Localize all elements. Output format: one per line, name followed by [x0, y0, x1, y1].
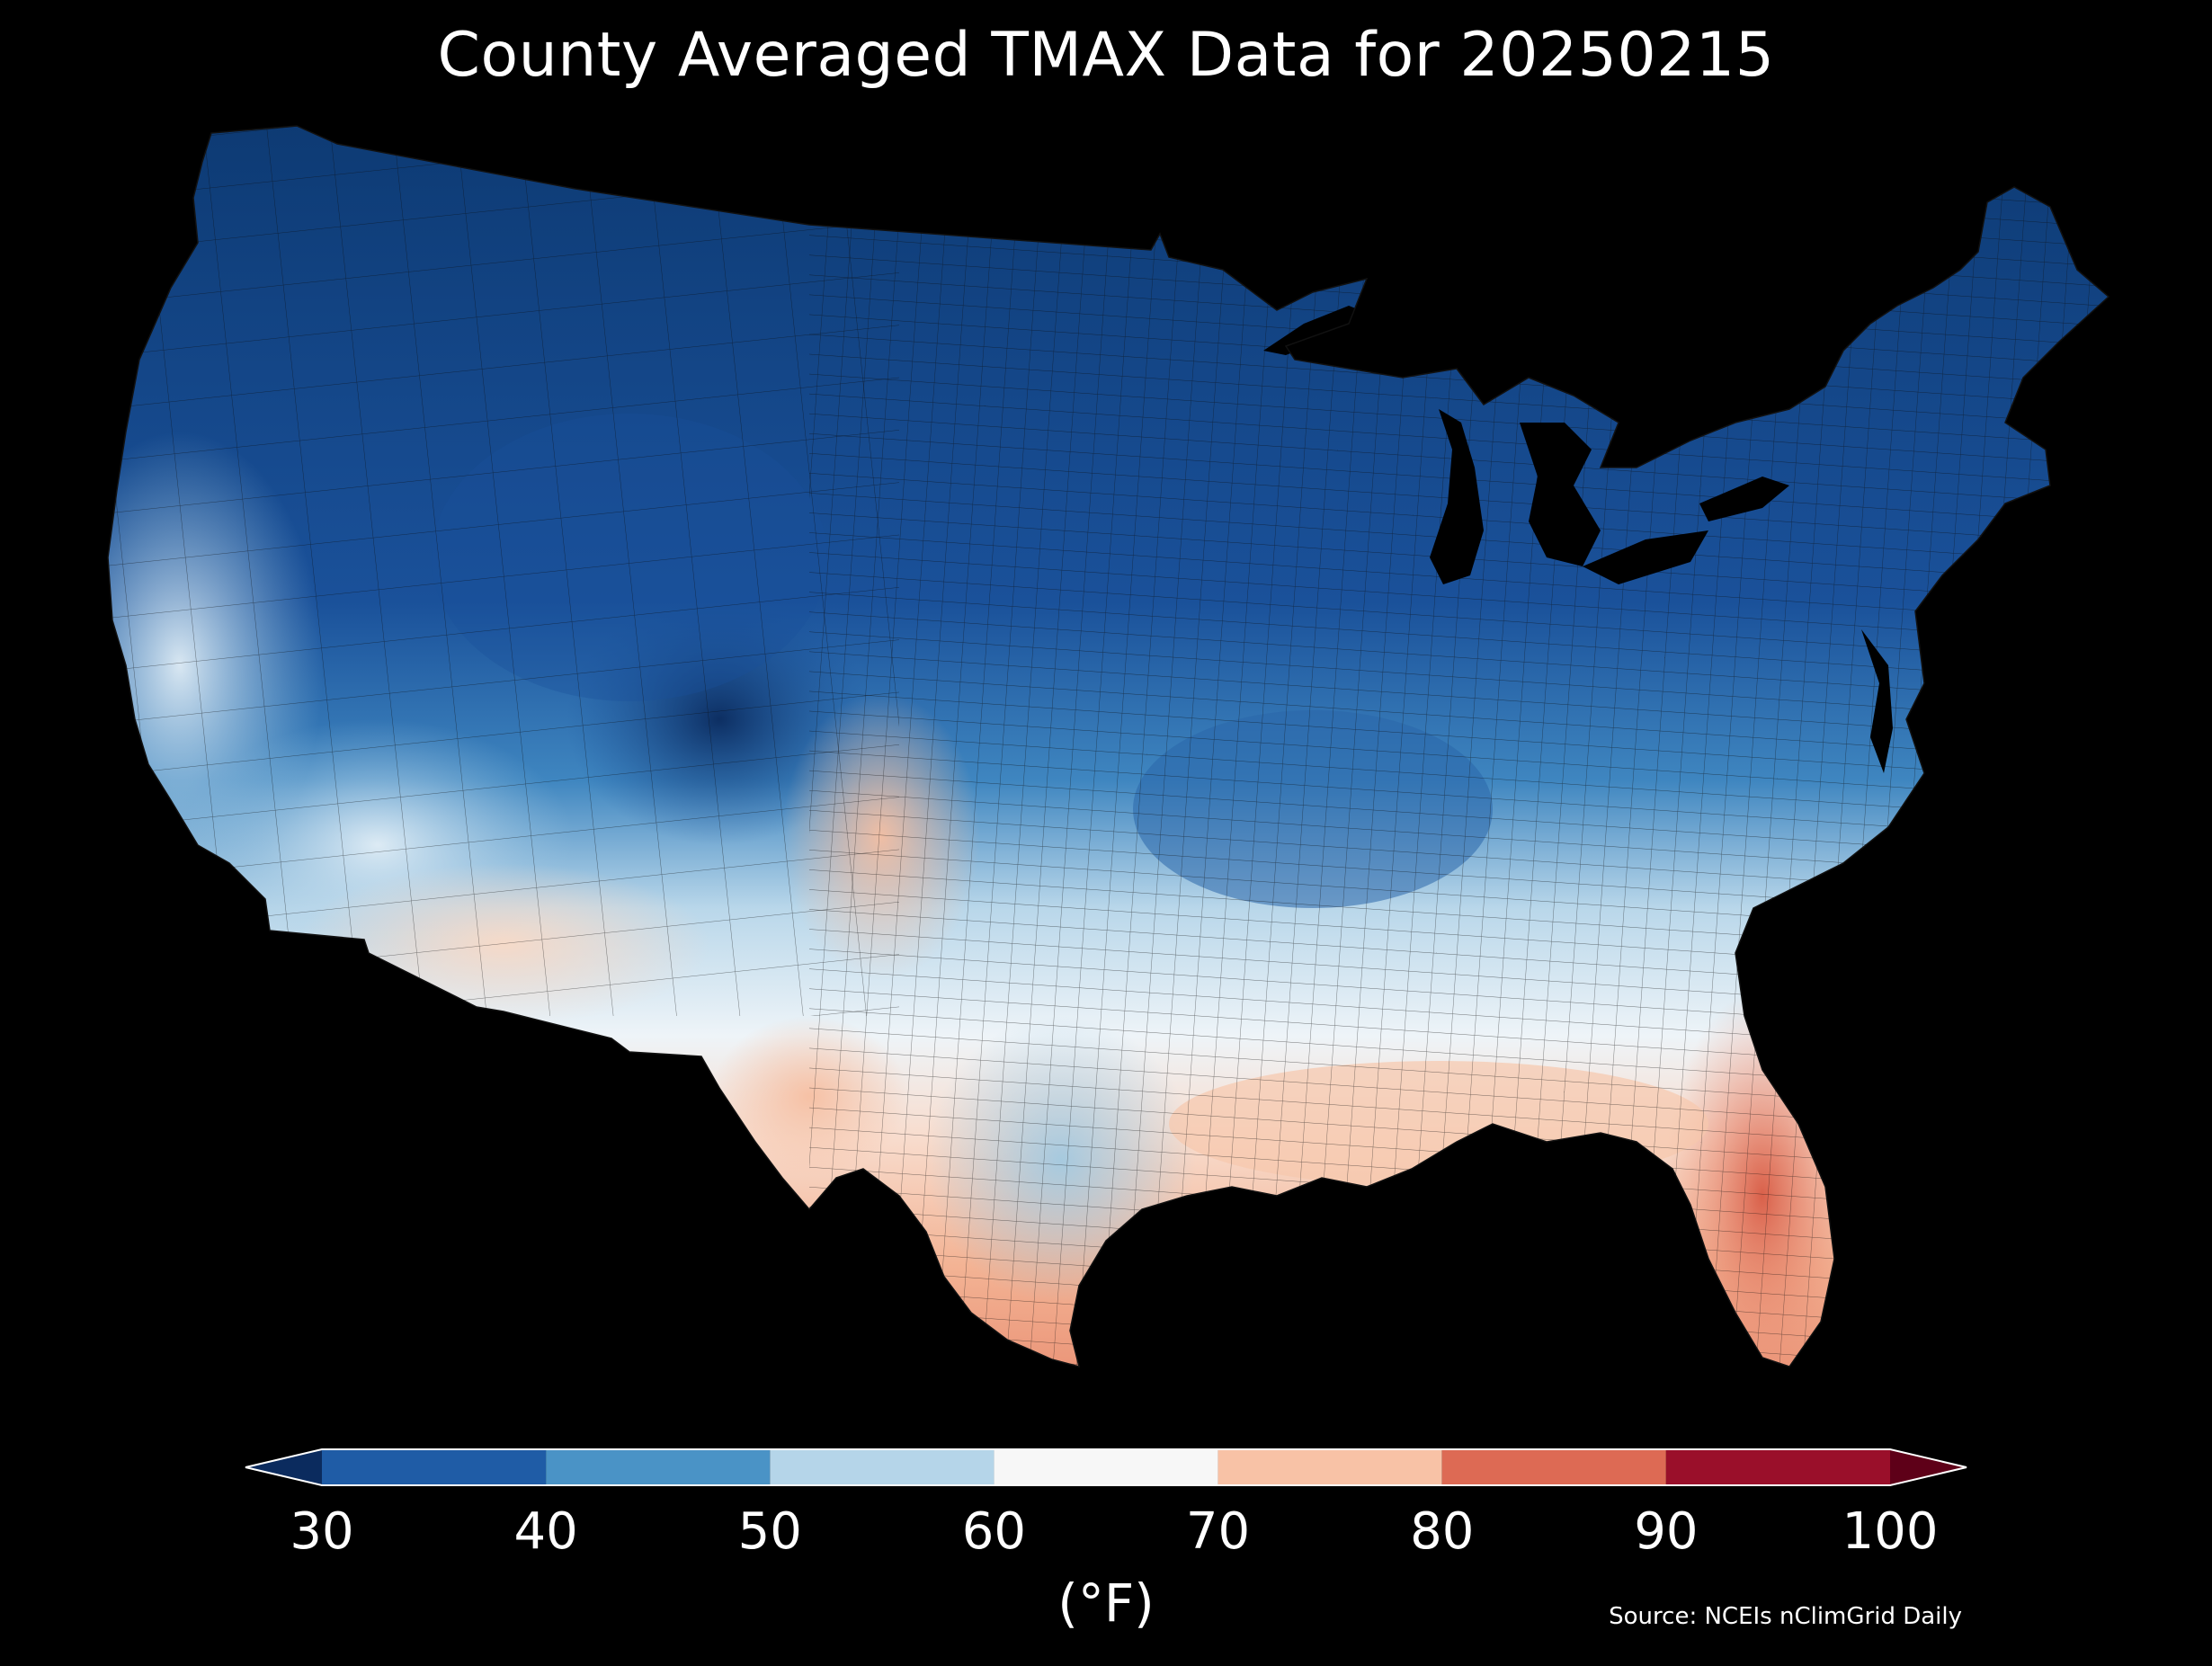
great-lakes	[1263, 306, 1789, 584]
colorbar-tick-70: 70	[1185, 1502, 1251, 1561]
colorbar-tick-50: 50	[737, 1502, 802, 1561]
colorbar-bin-50-60	[770, 1449, 995, 1485]
colorbar-bin-70-80	[1217, 1449, 1442, 1485]
colorbar-tick-30: 30	[290, 1502, 354, 1561]
colorbar-extend-over	[1890, 1449, 1967, 1485]
source-note: Source: NCEIs nClimGrid Daily	[1609, 1603, 1962, 1630]
colorbar-tick-60: 60	[961, 1502, 1027, 1561]
chesapeake-bay	[1861, 629, 1893, 773]
colorbar-bin-40-50	[546, 1449, 771, 1485]
colorbar-extend-under	[245, 1449, 322, 1485]
colorbar	[245, 1448, 1967, 1486]
colorbar-bin-60-70	[994, 1449, 1218, 1485]
conus-county-choropleth	[108, 126, 2109, 1367]
colorbar-bin-80-90	[1441, 1449, 1666, 1485]
colorbar-tick-80: 80	[1410, 1502, 1475, 1561]
colorbar-tick-100: 100	[1842, 1502, 1939, 1561]
colorbar-outline	[245, 1448, 1967, 1486]
map-title: County Averaged TMAX Data for 20250215	[437, 20, 1775, 91]
colorbar-tick-40: 40	[513, 1502, 578, 1561]
colorbar-bin-30-40	[322, 1449, 547, 1485]
colorbar-tick-90: 90	[1634, 1502, 1699, 1561]
colorbar-bin-90-100	[1665, 1449, 1890, 1485]
colorbar-unit-label: (°F)	[1057, 1572, 1155, 1634]
